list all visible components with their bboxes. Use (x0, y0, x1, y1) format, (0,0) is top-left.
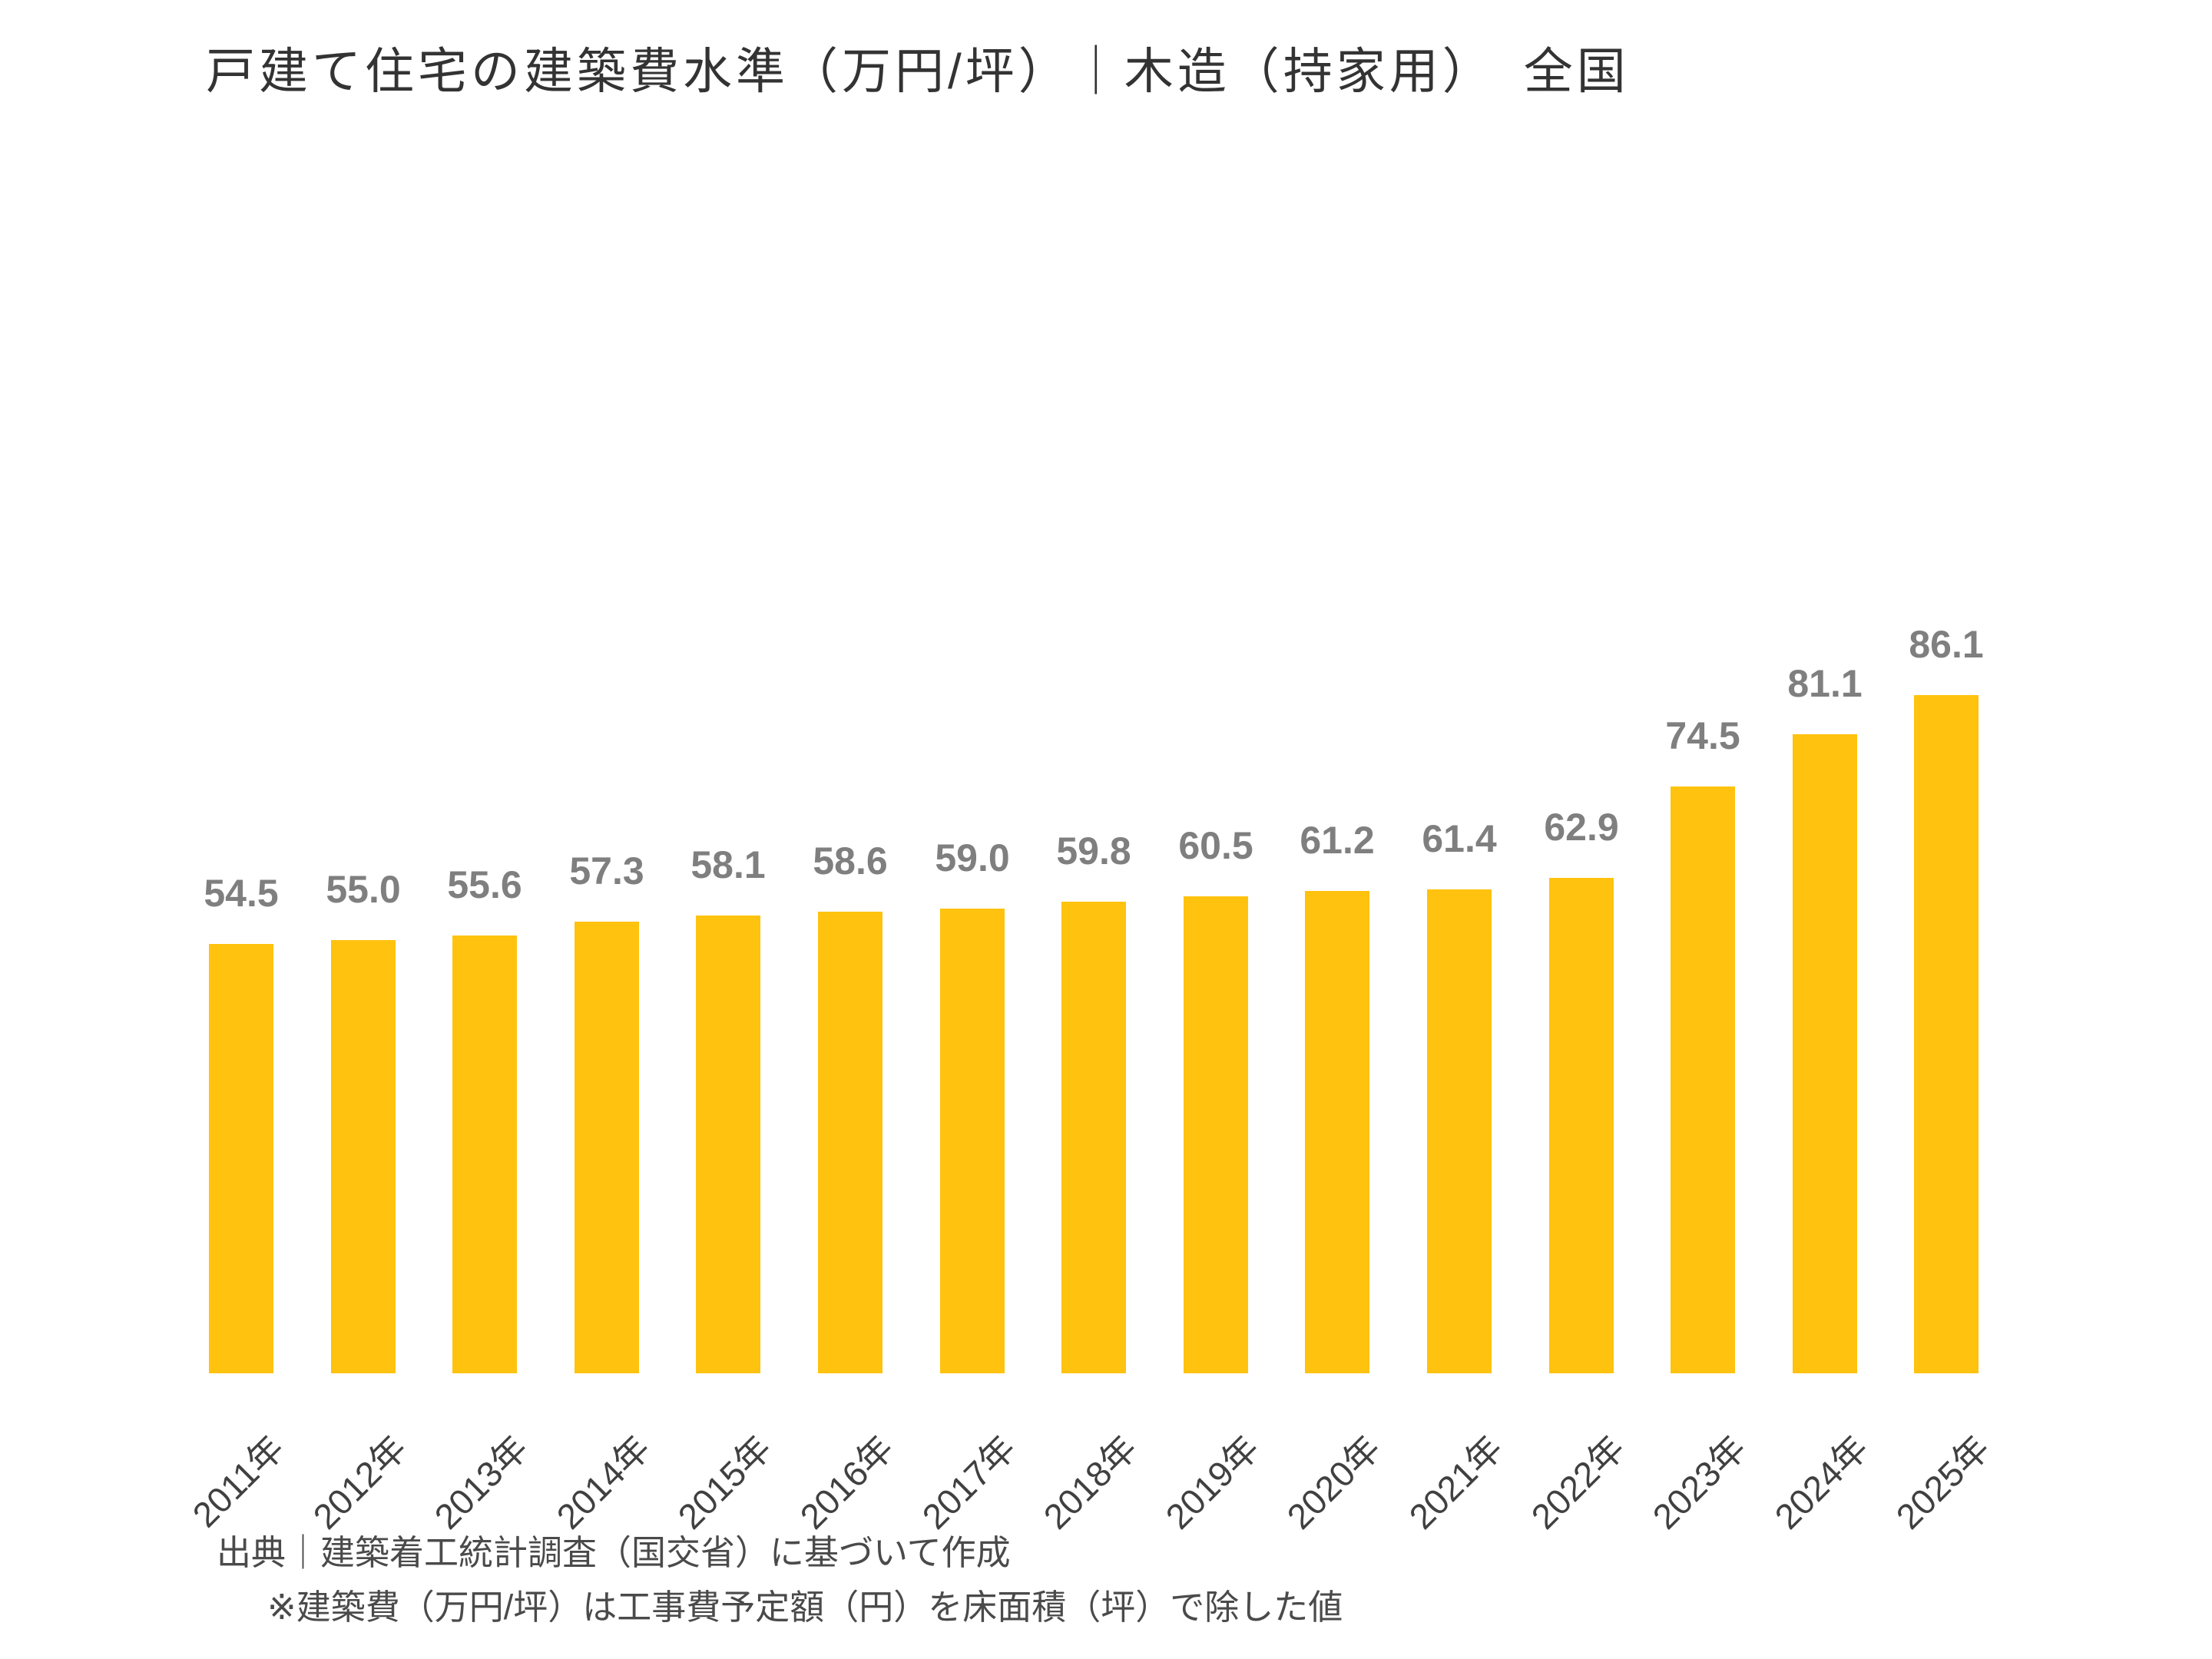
value-label-2013年: 55.6 (447, 863, 522, 906)
x-tick-2025年: 2025年 (1888, 1428, 1997, 1537)
value-label-2024年: 81.1 (1787, 662, 1863, 705)
value-label-2023年: 74.5 (1665, 714, 1740, 757)
bar-2012年 (331, 940, 396, 1373)
bar-2022年 (1549, 878, 1614, 1373)
x-tick-2018年: 2018年 (1035, 1428, 1144, 1537)
bar-2023年 (1671, 786, 1735, 1373)
value-label-2016年: 58.6 (813, 839, 888, 882)
bar-2021年 (1427, 889, 1492, 1373)
x-tick-2013年: 2013年 (426, 1428, 535, 1537)
x-tick-2019年: 2019年 (1157, 1428, 1267, 1537)
bar-2019年 (1184, 896, 1248, 1373)
bar-2024年 (1793, 734, 1857, 1373)
chart-title: 戸建て住宅の建築費水準（万円/坪）｜木造（持家用） 全国 (206, 44, 1630, 99)
value-label-2014年: 57.3 (569, 849, 644, 892)
x-tick-2016年: 2016年 (792, 1428, 901, 1537)
x-tick-2015年: 2015年 (670, 1428, 779, 1537)
bar-2011年 (209, 944, 273, 1373)
x-tick-2024年: 2024年 (1767, 1428, 1876, 1537)
source-note: 出典｜建築着工統計調査（国交省）に基づいて作成 (217, 1533, 1011, 1572)
bar-2020年 (1305, 891, 1369, 1373)
bar-2014年 (575, 922, 639, 1373)
value-label-2020年: 61.2 (1300, 819, 1375, 862)
x-tick-2021年: 2021年 (1401, 1428, 1510, 1537)
value-label-2015年: 58.1 (690, 843, 766, 886)
x-tick-2022年: 2022年 (1523, 1428, 1632, 1537)
value-label-2012年: 55.0 (326, 868, 401, 911)
value-label-2021年: 61.4 (1422, 817, 1497, 860)
x-tick-2011年: 2011年 (184, 1428, 292, 1535)
x-tick-2017年: 2017年 (914, 1428, 1023, 1537)
bar-2015年 (696, 916, 760, 1373)
bar-2025年 (1914, 695, 1979, 1373)
x-tick-2023年: 2023年 (1644, 1428, 1753, 1537)
bar-2013年 (452, 935, 517, 1373)
value-label-2019年: 60.5 (1178, 824, 1253, 867)
x-tick-2012年: 2012年 (305, 1428, 414, 1537)
value-label-2018年: 59.8 (1056, 830, 1131, 873)
calculation-note: ※建築費（万円/坪）は工事費予定額（円）を床面積（坪）で除した値 (267, 1588, 1343, 1627)
value-label-2022年: 62.9 (1544, 806, 1619, 849)
bar-2017年 (940, 909, 1005, 1373)
bar-2018年 (1061, 902, 1126, 1373)
x-tick-2014年: 2014年 (548, 1428, 657, 1537)
bar-2016年 (818, 912, 882, 1373)
x-tick-2020年: 2020年 (1279, 1428, 1388, 1537)
value-label-2017年: 59.0 (935, 836, 1010, 879)
value-label-2025年: 86.1 (1909, 623, 1984, 666)
value-label-2011年: 54.5 (204, 872, 279, 915)
